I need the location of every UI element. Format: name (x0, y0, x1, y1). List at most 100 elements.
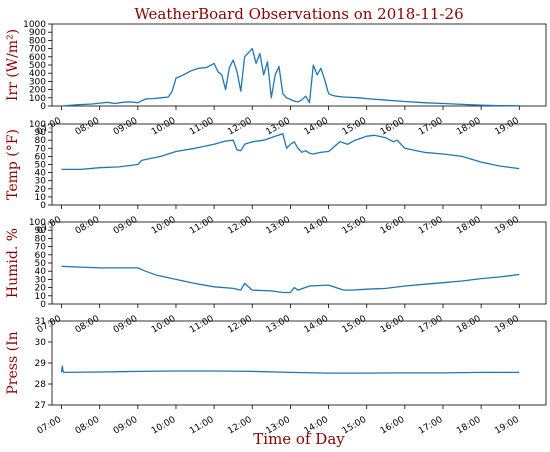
x-axis-label: Time of Day (253, 430, 345, 448)
chart-title: WeatherBoard Observations on 2018-11-26 (134, 5, 463, 23)
y-tick-label: 100 (29, 94, 46, 104)
x-tick-label: 15:00 (341, 314, 369, 336)
y-axis-label-pressure: Press (In (5, 331, 21, 394)
x-tick-label: 15:00 (341, 116, 369, 138)
x-tick-label: 14:00 (303, 116, 331, 138)
series-line-humidity (61, 265, 520, 294)
x-tick-label: 19:00 (493, 415, 521, 437)
y-tick-label: 90 (35, 226, 47, 236)
x-tick-label: 10:00 (150, 116, 178, 138)
y-tick-label: 50 (35, 161, 47, 171)
y-tick-label: 0 (40, 102, 46, 112)
y-tick-label: 900 (29, 28, 46, 38)
y-tick-label: 100 (29, 120, 46, 130)
y-tick-label: 0 (40, 201, 46, 211)
y-tick-label: 27 (35, 401, 46, 411)
x-tick-label: 17:00 (417, 215, 445, 237)
x-tick-label: 17:00 (417, 116, 445, 138)
x-tick-label: 18:00 (455, 215, 483, 237)
y-axis-label-temperature: Temp (°F) (5, 129, 21, 200)
x-tick-label: 14:00 (303, 314, 331, 336)
panel-pressure: 27 28 29 30 31 07:00 08:00 09:00 10:00 11:00 12:00… (5, 317, 547, 437)
y-tick-label: 300 (29, 77, 46, 87)
x-tick-label: 11:00 (188, 314, 216, 336)
x-tick-label: 17:00 (417, 314, 445, 336)
x-tick-label: 10:00 (150, 215, 178, 237)
y-tick-label: 40 (35, 267, 47, 277)
y-tick-label: 80 (35, 136, 47, 146)
y-tick-label: 600 (29, 53, 46, 63)
x-tick-label: 15:00 (341, 215, 369, 237)
x-tick-label: 19:00 (493, 116, 521, 138)
x-tick-label: 07:00 (36, 415, 64, 437)
x-tick-label: 13:00 (264, 314, 292, 336)
series-line-pressure (60, 365, 520, 374)
x-tick-label: 12:00 (226, 215, 254, 237)
y-tick-label: 90 (35, 128, 47, 138)
x-tick-label: 09:00 (112, 116, 140, 138)
y-tick-label: 200 (29, 86, 46, 96)
x-tick-label: 08:00 (74, 215, 102, 237)
y-tick-label: 10 (35, 193, 47, 203)
y-tick-label: 20 (35, 284, 47, 294)
x-tick-label: 17:00 (417, 415, 445, 437)
y-tick-label: 80 (35, 234, 47, 244)
x-tick-label: 18:00 (455, 415, 483, 437)
x-tick-label: 11:00 (188, 215, 216, 237)
series-line-irradiance (61, 47, 520, 107)
y-tick-label: 70 (35, 144, 47, 154)
y-axis-label-irradiance: Irr (W/m²) (5, 29, 21, 101)
y-tick-label: 60 (35, 152, 47, 162)
x-tick-label: 14:00 (303, 215, 331, 237)
y-tick-label: 28 (35, 380, 47, 390)
x-tick-label: 13:00 (264, 116, 292, 138)
x-tick-label: 15:00 (341, 415, 369, 437)
x-tick-label: 12:00 (226, 314, 254, 336)
y-tick-label: 70 (35, 243, 47, 253)
y-tick-label: 100 (29, 218, 46, 228)
x-tick-label: 08:00 (74, 415, 102, 437)
x-tick-label: 09:00 (112, 415, 140, 437)
x-tick-label: 16:00 (379, 215, 407, 237)
y-tick-label: 30 (35, 338, 47, 348)
x-tick-label: 09:00 (112, 215, 140, 237)
y-tick-label: 700 (29, 45, 46, 55)
y-axis-label-humidity: Humid. % (5, 228, 21, 298)
y-tick-label: 20 (35, 185, 47, 195)
x-tick-label: 10:00 (150, 415, 178, 437)
x-tick-label: 11:00 (188, 116, 216, 138)
y-tick-label: 60 (35, 251, 47, 261)
y-tick-label: 40 (35, 169, 47, 179)
x-tick-label: 12:00 (226, 415, 254, 437)
y-tick-label: 1000 (23, 20, 46, 30)
x-tick-label: 16:00 (379, 116, 407, 138)
y-tick-label: 10 (35, 292, 47, 302)
x-tick-label: 19:00 (493, 215, 521, 237)
x-tick-label: 13:00 (264, 215, 292, 237)
x-tick-label: 16:00 (379, 415, 407, 437)
x-tick-label: 08:00 (74, 314, 102, 336)
axes-frame-pressure (51, 320, 547, 406)
y-tick-label: 800 (29, 36, 46, 46)
x-tick-label: 08:00 (74, 116, 102, 138)
y-tick-label: 0 (40, 300, 46, 310)
y-tick-label: 50 (35, 259, 47, 269)
x-tick-label: 11:00 (188, 415, 216, 437)
x-tick-label: 19:00 (493, 314, 521, 336)
axes-frame-humidity (51, 221, 547, 305)
x-tick-label: 18:00 (455, 314, 483, 336)
y-tick-label: 500 (29, 61, 46, 71)
x-tick-label: 16:00 (379, 314, 407, 336)
y-tick-label: 29 (35, 359, 47, 369)
x-tick-label: 12:00 (226, 116, 254, 138)
x-tick-label: 09:00 (112, 314, 140, 336)
y-tick-label: 31 (35, 317, 46, 327)
x-tick-label: 18:00 (455, 116, 483, 138)
axes-frame-temperature (51, 123, 547, 206)
y-tick-label: 30 (35, 275, 47, 285)
